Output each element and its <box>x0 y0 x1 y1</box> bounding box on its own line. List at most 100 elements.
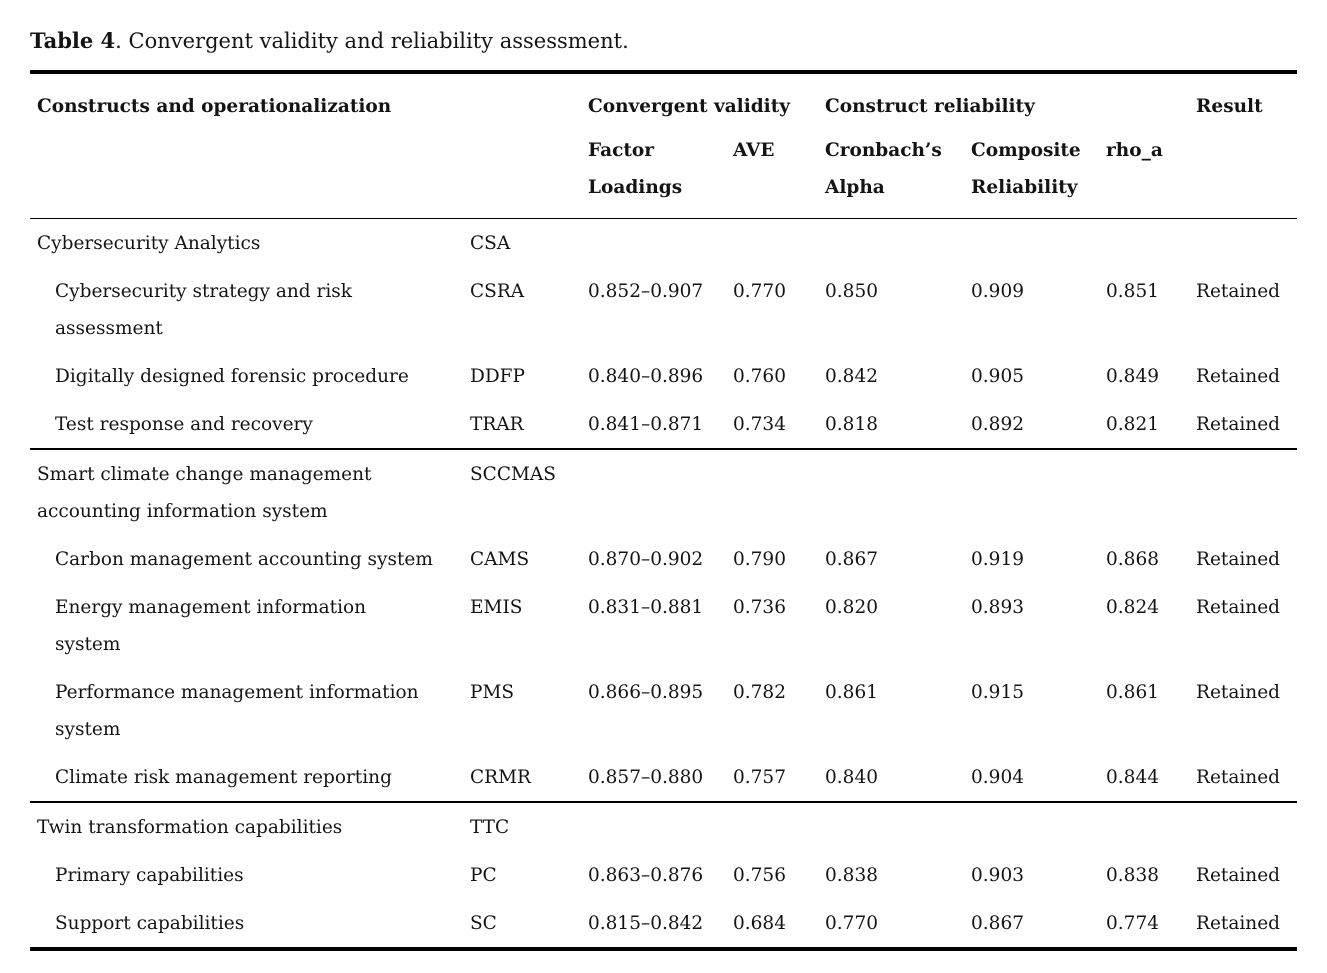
header-rho-a: rho_a <box>1106 140 1163 161</box>
composite-reliability-cell: 0.909 <box>971 280 1024 302</box>
table-caption-label: Table 4 <box>30 28 116 53</box>
ave-cell: 0.790 <box>733 548 786 570</box>
ave-cell: 0.736 <box>733 596 786 618</box>
header-ave: AVE <box>733 140 775 161</box>
cronbachs-alpha-cell: 0.818 <box>825 413 878 435</box>
composite-reliability-cell: 0.919 <box>971 548 1024 570</box>
table-row: Primary capabilities PC 0.863–0.876 0.75… <box>30 851 1297 899</box>
table-row-section: Smart climate change management accounti… <box>30 448 1298 535</box>
ave-cell: 0.756 <box>733 864 786 886</box>
table-row-section: Twin transformation capabilities TTC <box>30 801 1298 851</box>
construct-name-cell: Energy management information system <box>55 596 367 655</box>
table-row: Energy management information system EMI… <box>30 583 1297 668</box>
factor-loadings-cell: 0.863–0.876 <box>588 864 704 886</box>
table-header: Constructs and operationalization Conver… <box>30 72 1297 219</box>
abbr-cell: DDFP <box>470 365 525 387</box>
table-caption: Table 4. Convergent validity and reliabi… <box>30 26 1297 56</box>
header-cronbachs-alpha: Cronbach’s Alpha <box>825 140 942 198</box>
abbr-cell: PC <box>470 864 497 886</box>
rho-a-cell: 0.861 <box>1106 681 1159 703</box>
table-row: Cybersecurity strategy and risk assessme… <box>30 267 1297 352</box>
ave-cell: 0.770 <box>733 280 786 302</box>
header-row-measures: Factor Loadings AVE Cronbach’s Alpha Com… <box>30 126 1297 219</box>
composite-reliability-cell: 0.893 <box>971 596 1024 618</box>
composite-reliability-cell: 0.867 <box>971 912 1024 934</box>
empty-cell <box>588 448 1298 535</box>
rho-a-cell: 0.821 <box>1106 413 1159 435</box>
abbr-cell: TRAR <box>470 413 524 435</box>
composite-reliability-cell: 0.892 <box>971 413 1024 435</box>
construct-name-cell: Carbon management accounting system <box>55 548 433 570</box>
cronbachs-alpha-cell: 0.840 <box>825 766 878 788</box>
composite-reliability-cell: 0.915 <box>971 681 1024 703</box>
result-cell: Retained <box>1196 912 1281 934</box>
factor-loadings-cell: 0.841–0.871 <box>588 413 704 435</box>
composite-reliability-cell: 0.904 <box>971 766 1024 788</box>
empty-cell <box>588 801 1298 851</box>
ave-cell: 0.760 <box>733 365 786 387</box>
abbr-cell: CSA <box>470 218 589 267</box>
result-cell: Retained <box>1196 365 1281 387</box>
abbr-cell: SC <box>470 912 497 934</box>
table-row-section: Cybersecurity Analytics CSA <box>30 218 1298 267</box>
construct-name-cell: Support capabilities <box>55 912 245 934</box>
construct-name-cell: Performance management information syste… <box>55 681 419 740</box>
ave-cell: 0.734 <box>733 413 786 435</box>
result-cell: Retained <box>1196 864 1281 886</box>
validity-reliability-table: Constructs and operationalization Conver… <box>30 70 1298 951</box>
construct-name-cell: Cybersecurity strategy and risk assessme… <box>55 280 352 339</box>
construct-name-cell: Twin transformation capabilities <box>30 801 470 851</box>
empty-cell <box>588 218 1298 267</box>
table-caption-text: . Convergent validity and reliability as… <box>115 29 629 53</box>
table-row: Digitally designed forensic procedure DD… <box>30 352 1297 400</box>
header-result: Result <box>1196 96 1263 117</box>
factor-loadings-cell: 0.831–0.881 <box>588 596 704 618</box>
abbr-cell: CRMR <box>470 766 531 788</box>
composite-reliability-cell: 0.903 <box>971 864 1024 886</box>
composite-reliability-cell: 0.905 <box>971 365 1024 387</box>
result-cell: Retained <box>1196 766 1281 788</box>
cronbachs-alpha-cell: 0.838 <box>825 864 878 886</box>
construct-name-cell: Primary capabilities <box>55 864 244 886</box>
table-row: Carbon management accounting system CAMS… <box>30 535 1297 583</box>
factor-loadings-cell: 0.870–0.902 <box>588 548 704 570</box>
abbr-cell: CSRA <box>470 280 525 302</box>
construct-name-cell: Climate risk management reporting <box>55 766 392 788</box>
rho-a-cell: 0.849 <box>1106 365 1159 387</box>
result-cell: Retained <box>1196 413 1281 435</box>
cronbachs-alpha-cell: 0.770 <box>825 912 878 934</box>
construct-name-cell: Test response and recovery <box>55 413 313 435</box>
cronbachs-alpha-cell: 0.850 <box>825 280 878 302</box>
construct-name-cell: Digitally designed forensic procedure <box>55 365 409 387</box>
ave-cell: 0.757 <box>733 766 786 788</box>
abbr-cell: TTC <box>470 801 589 851</box>
factor-loadings-cell: 0.815–0.842 <box>588 912 704 934</box>
header-convergent-validity: Convergent validity <box>588 96 790 117</box>
ave-cell: 0.782 <box>733 681 786 703</box>
factor-loadings-cell: 0.866–0.895 <box>588 681 704 703</box>
rho-a-cell: 0.838 <box>1106 864 1159 886</box>
abbr-cell: PMS <box>470 681 515 703</box>
header-factor-loadings: Factor Loadings <box>588 140 683 198</box>
cronbachs-alpha-cell: 0.861 <box>825 681 878 703</box>
rho-a-cell: 0.774 <box>1106 912 1159 934</box>
table-row: Performance management information syste… <box>30 668 1297 753</box>
factor-loadings-cell: 0.840–0.896 <box>588 365 704 387</box>
rho-a-cell: 0.844 <box>1106 766 1159 788</box>
result-cell: Retained <box>1196 280 1281 302</box>
cronbachs-alpha-cell: 0.842 <box>825 365 878 387</box>
table-row: Support capabilities SC 0.815–0.842 0.68… <box>30 899 1297 949</box>
construct-name-cell: Cybersecurity Analytics <box>30 218 470 267</box>
rho-a-cell: 0.868 <box>1106 548 1159 570</box>
table-row: Climate risk management reporting CRMR 0… <box>30 753 1297 802</box>
abbr-cell: CAMS <box>470 548 530 570</box>
rho-a-cell: 0.824 <box>1106 596 1159 618</box>
rho-a-cell: 0.851 <box>1106 280 1159 302</box>
construct-name-cell: Smart climate change management accounti… <box>30 448 470 535</box>
header-row-groups: Constructs and operationalization Conver… <box>30 72 1297 126</box>
result-cell: Retained <box>1196 681 1281 703</box>
result-cell: Retained <box>1196 548 1281 570</box>
abbr-cell: EMIS <box>470 596 523 618</box>
header-constructs: Constructs and operationalization <box>37 96 392 117</box>
